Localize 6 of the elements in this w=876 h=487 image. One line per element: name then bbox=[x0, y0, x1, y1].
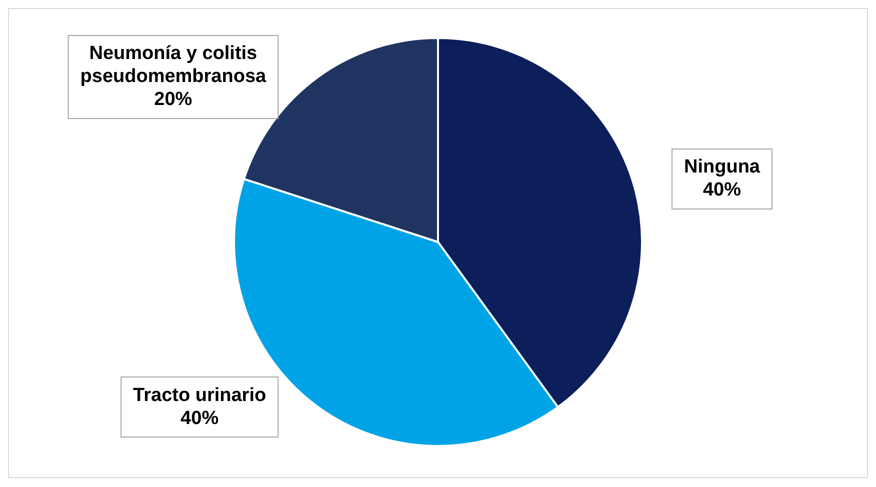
slice-label: Neumonía y colitis pseudomembranosa bbox=[80, 43, 267, 88]
data-label: 40% bbox=[702, 180, 742, 201]
data-label: 20% bbox=[154, 89, 192, 110]
slice-label: Tracto urinario bbox=[133, 384, 266, 406]
data-label: 40% bbox=[180, 408, 219, 429]
slice-label: Ninguna bbox=[684, 156, 760, 178]
